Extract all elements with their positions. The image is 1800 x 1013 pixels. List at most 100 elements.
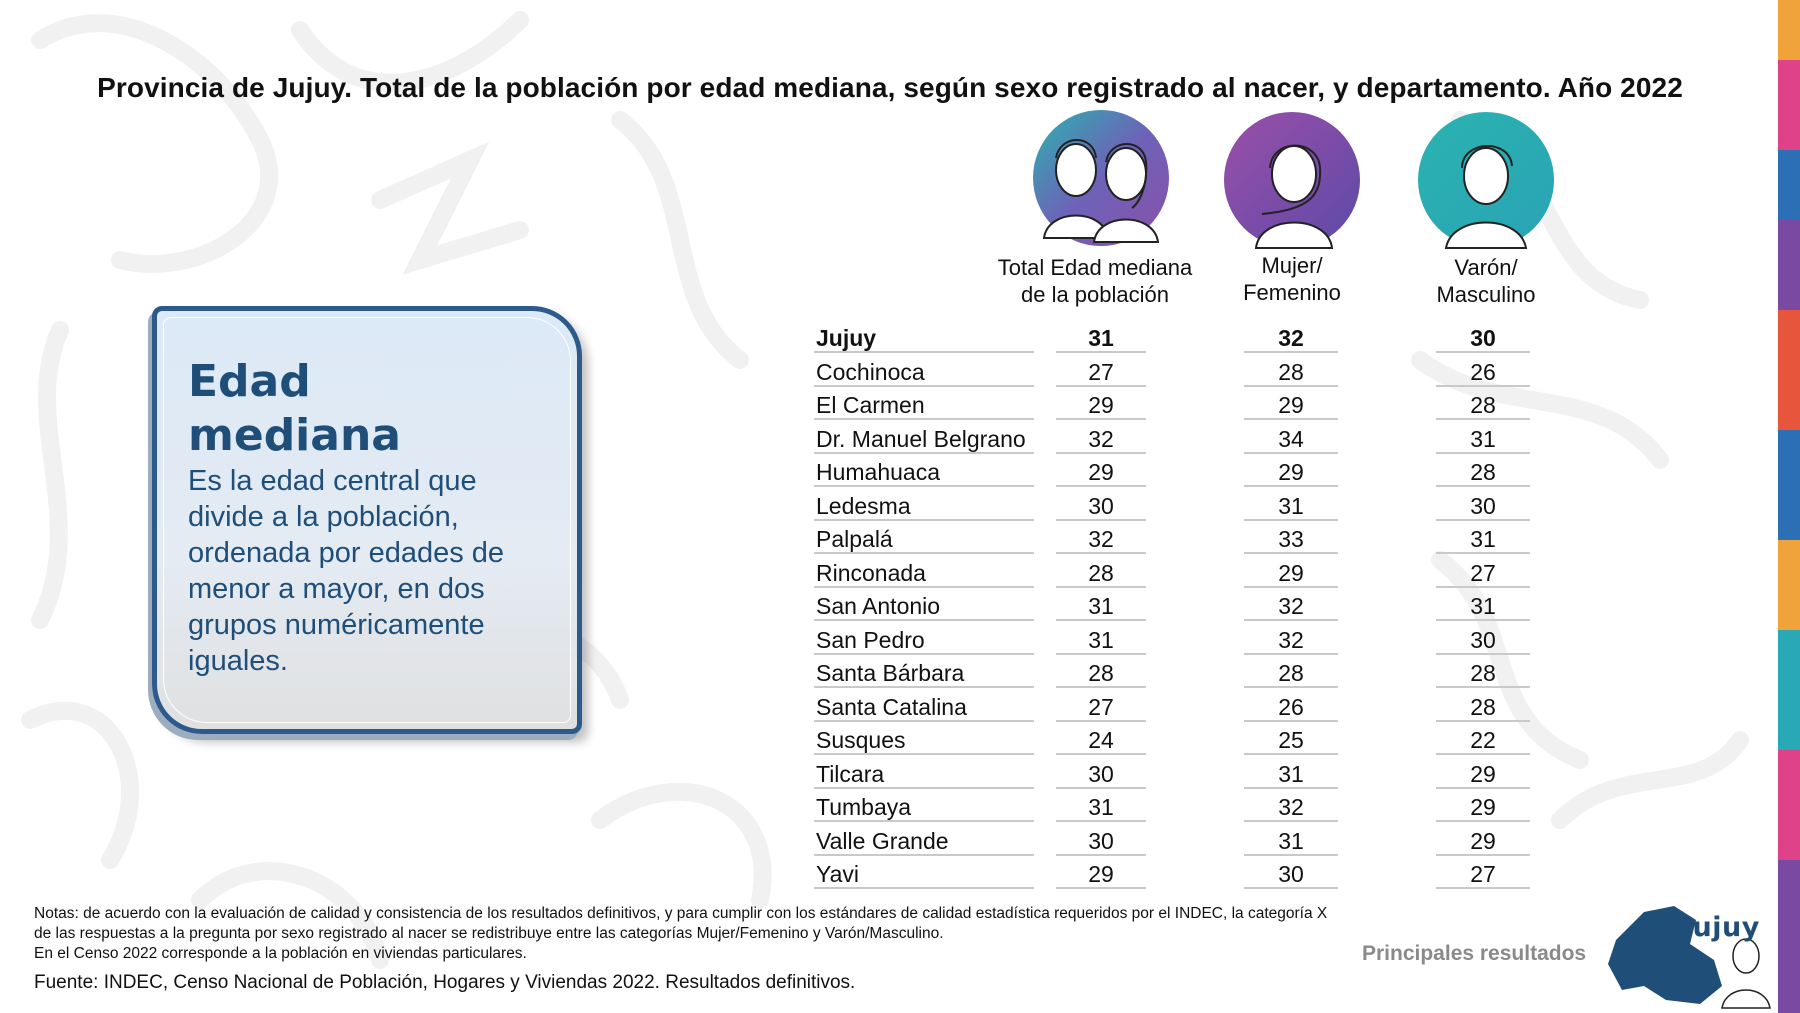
male-value: 30 xyxy=(1436,320,1530,353)
female-value: 32 xyxy=(1244,588,1338,621)
male-value: 31 xyxy=(1436,521,1530,554)
department-name: San Pedro xyxy=(814,622,1034,655)
male-value: 29 xyxy=(1436,823,1530,856)
table-row: Santa Bárbara 28 28 28 xyxy=(814,655,1534,688)
female-value: 28 xyxy=(1244,354,1338,387)
total-value: 28 xyxy=(1056,555,1146,588)
notes-line2: de las respuestas a la pregunta por sexo… xyxy=(34,925,944,942)
table-row: Tilcara 30 31 29 xyxy=(814,756,1534,789)
total-value: 29 xyxy=(1056,454,1146,487)
definition-card-frame xyxy=(163,317,571,723)
two-people-icon xyxy=(1033,110,1169,246)
footer-label: Principales resultados xyxy=(1362,942,1587,965)
female-value: 25 xyxy=(1244,722,1338,755)
female-value: 29 xyxy=(1244,387,1338,420)
male-value: 30 xyxy=(1436,488,1530,521)
table-row: Cochinoca 27 28 26 xyxy=(814,354,1534,387)
female-value: 32 xyxy=(1244,622,1338,655)
male-value: 30 xyxy=(1436,622,1530,655)
female-value: 31 xyxy=(1244,823,1338,856)
total-value: 31 xyxy=(1056,622,1146,655)
total-value: 31 xyxy=(1056,588,1146,621)
female-value: 29 xyxy=(1244,555,1338,588)
decorative-side-strip xyxy=(1778,0,1800,1013)
department-name: San Antonio xyxy=(814,588,1034,621)
female-value: 34 xyxy=(1244,421,1338,454)
table-row: Valle Grande 30 31 29 xyxy=(814,823,1534,856)
male-value: 27 xyxy=(1436,856,1530,889)
male-value: 31 xyxy=(1436,421,1530,454)
table-row: San Antonio 31 32 31 xyxy=(814,588,1534,621)
female-value: 32 xyxy=(1244,320,1338,353)
total-value: 24 xyxy=(1056,722,1146,755)
jujuy-map-logo xyxy=(1608,906,1771,1009)
department-name: Jujuy xyxy=(814,320,1034,353)
source-line: Fuente: INDEC, Censo Nacional de Poblaci… xyxy=(34,972,856,993)
female-value: 32 xyxy=(1244,789,1338,822)
definition-title-line1: Edad xyxy=(188,356,311,407)
female-value: 30 xyxy=(1244,856,1338,889)
female-value: 28 xyxy=(1244,655,1338,688)
department-name: Cochinoca xyxy=(814,354,1034,387)
department-name: Santa Bárbara xyxy=(814,655,1034,688)
table-row: Yavi 29 30 27 xyxy=(814,856,1534,889)
table-row: Rinconada 28 29 27 xyxy=(814,555,1534,588)
department-name: El Carmen xyxy=(814,387,1034,420)
column-header-total-line1: Total Edad mediana xyxy=(997,255,1193,280)
male-value: 29 xyxy=(1436,756,1530,789)
department-name: Dr. Manuel Belgrano xyxy=(814,421,1034,454)
department-name: Rinconada xyxy=(814,555,1034,588)
department-name: Ledesma xyxy=(814,488,1034,521)
male-value: 28 xyxy=(1436,655,1530,688)
department-name: Santa Catalina xyxy=(814,689,1034,722)
table-row: Susques 24 25 22 xyxy=(814,722,1534,755)
table-row: Tumbaya 31 32 29 xyxy=(814,789,1534,822)
definition-title-line2: mediana xyxy=(188,410,401,461)
column-header-male-line1: Varón/ xyxy=(1454,255,1518,280)
female-value: 26 xyxy=(1244,689,1338,722)
female-value: 33 xyxy=(1244,521,1338,554)
column-header-total-line2: de la población xyxy=(1020,282,1169,307)
total-value: 31 xyxy=(1056,789,1146,822)
female-value: 31 xyxy=(1244,488,1338,521)
total-value: 30 xyxy=(1056,756,1146,789)
total-value: 32 xyxy=(1056,521,1146,554)
department-name: Valle Grande xyxy=(814,823,1034,856)
notes: Notas: de acuerdo con la evaluación de c… xyxy=(34,904,1454,964)
total-value: 29 xyxy=(1056,387,1146,420)
woman-icon xyxy=(1224,112,1360,249)
male-value: 31 xyxy=(1436,588,1530,621)
page-title: Provincia de Jujuy. Total de la població… xyxy=(97,72,1683,103)
column-header-male-line2: Masculino xyxy=(1436,282,1536,307)
total-value: 27 xyxy=(1056,689,1146,722)
female-value: 29 xyxy=(1244,454,1338,487)
male-value: 27 xyxy=(1436,555,1530,588)
table-row: Humahuaca 29 29 28 xyxy=(814,454,1534,487)
male-value: 28 xyxy=(1436,387,1530,420)
province-name: Jujuy xyxy=(1682,912,1760,943)
man-icon xyxy=(1418,112,1554,249)
table-row: Palpalá 32 33 31 xyxy=(814,521,1534,554)
column-header-total: Total Edad mediana de la población xyxy=(985,254,1205,308)
total-value: 31 xyxy=(1056,320,1146,353)
table-row: Dr. Manuel Belgrano 32 34 31 xyxy=(814,421,1534,454)
column-header-male: Varón/ Masculino xyxy=(1416,254,1556,308)
definition-text: Es la edad central que divide a la pobla… xyxy=(188,465,505,677)
notes-line3: En el Censo 2022 corresponde a la poblac… xyxy=(34,945,527,962)
male-value: 28 xyxy=(1436,454,1530,487)
department-name: Humahuaca xyxy=(814,454,1034,487)
table-row: San Pedro 31 32 30 xyxy=(814,622,1534,655)
female-value: 31 xyxy=(1244,756,1338,789)
department-name: Tilcara xyxy=(814,756,1034,789)
male-value: 26 xyxy=(1436,354,1530,387)
total-value: 30 xyxy=(1056,823,1146,856)
total-value: 30 xyxy=(1056,488,1146,521)
column-header-female-line2: Femenino xyxy=(1243,280,1341,305)
notes-line1: Notas: de acuerdo con la evaluación de c… xyxy=(34,905,1328,922)
department-name: Tumbaya xyxy=(814,789,1034,822)
table-row-province: Jujuy 31 32 30 xyxy=(814,320,1534,353)
department-name: Yavi xyxy=(814,856,1034,889)
total-value: 27 xyxy=(1056,354,1146,387)
department-name: Palpalá xyxy=(814,521,1034,554)
column-header-female: Mujer/ Femenino xyxy=(1222,252,1362,306)
